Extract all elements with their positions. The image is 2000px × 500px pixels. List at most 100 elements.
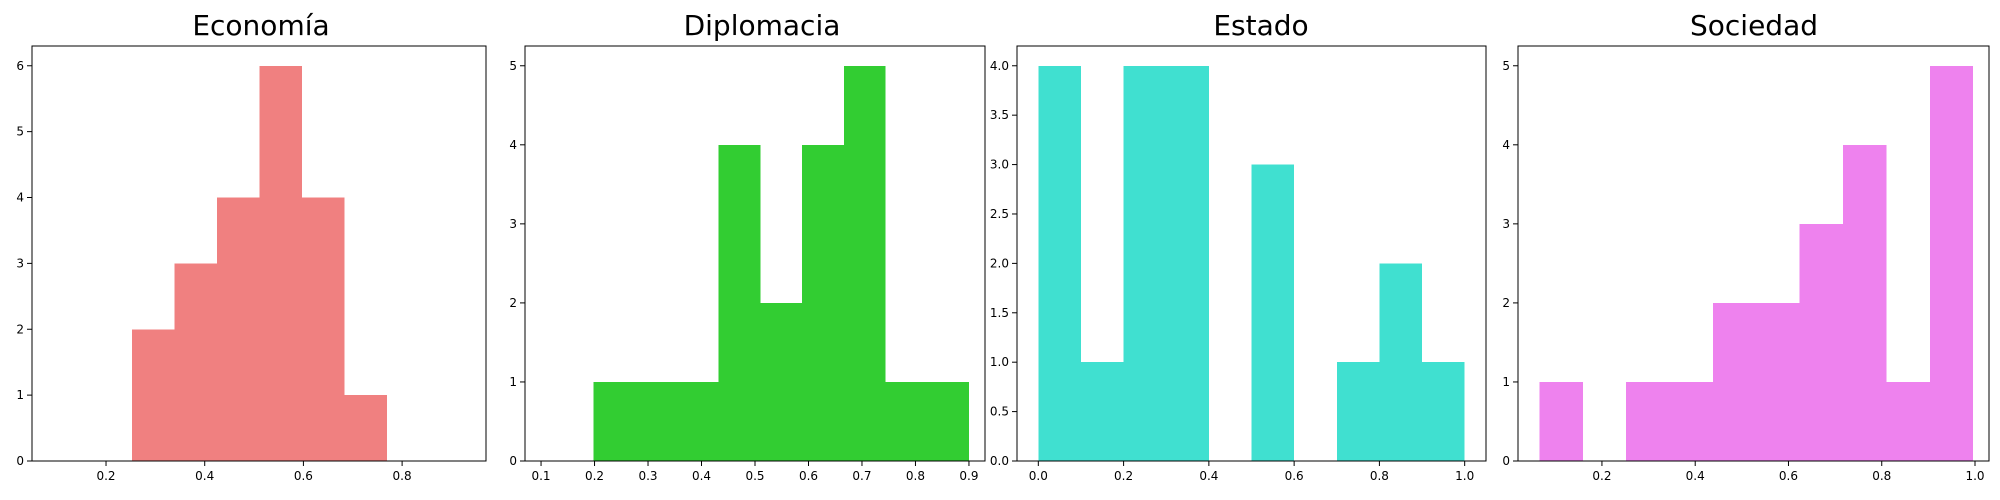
y-tick-label: 3: [1502, 217, 1510, 231]
histogram-bar-1: [174, 263, 218, 461]
y-tick-label: 4: [16, 191, 24, 205]
histogram-bar-3: [1669, 381, 1713, 461]
histogram-bar-2: [1626, 381, 1670, 461]
histogram-bar-4: [1712, 302, 1757, 461]
plot-area: 0.2 0.4 0.6 0.8 1.0 0 1 2 3 4 5: [1502, 45, 1990, 483]
x-tick-label: 0.4: [692, 469, 711, 483]
x-tick-label: 1.0: [1455, 469, 1474, 483]
panel-title: Sociedad: [1690, 9, 1818, 42]
plot-area: 0.2 0.4 0.6 0.8 0 1 2 3 4 5 6: [16, 45, 487, 483]
x-tick-label: 0.1: [531, 469, 550, 483]
y-tick-label: 0.5: [990, 405, 1009, 419]
y-tick-label: 5: [1502, 59, 1510, 73]
y-tick-label: 3.0: [990, 158, 1009, 172]
y-tick-label: 3.5: [990, 108, 1009, 122]
plot-area: 0.1 0.2 0.3 0.4 0.5 0.6 0.7 0.8 0.9 0 1 2 3 4 5: [509, 45, 986, 483]
panel-economia: Economía 0.2 0.4 0.6 0.8 0 1 2 3 4 5 6: [16, 9, 487, 483]
histogram-bar-7: [885, 381, 928, 461]
x-tick-label: 0.4: [195, 469, 214, 483]
histogram-bar-2: [217, 197, 260, 461]
x-tick-label: 0.2: [1592, 469, 1611, 483]
x-tick-label: 0.6: [1779, 469, 1798, 483]
y-tick-label: 5: [509, 59, 517, 73]
y-tick-label: 0: [509, 454, 517, 468]
y-tick-label: 4: [1502, 138, 1510, 152]
y-tick-label: 0: [1502, 454, 1510, 468]
y-tick-label: 2: [16, 322, 24, 336]
x-tick-label: 0.4: [1686, 469, 1705, 483]
histogram-bar-0: [1539, 381, 1583, 461]
y-tick-label: 2: [1502, 296, 1510, 310]
histogram-bar-3: [1166, 65, 1209, 461]
x-tick-label: 0.8: [1370, 469, 1389, 483]
panel-estado: Estado 0.0 0.2 0.4 0.6 0.8 1.0 0.0 0.5 1.0 1.5 2.0…: [990, 9, 1487, 483]
axes-frame: [1016, 45, 1487, 462]
histogram-bar-0: [1038, 65, 1081, 461]
histogram-bar-6: [1799, 223, 1844, 461]
histogram-bar-9: [1422, 362, 1465, 461]
histogram-bar-8: [1379, 263, 1423, 461]
y-tick-label: 2.5: [990, 207, 1009, 221]
x-tick-label: 0.4: [1199, 469, 1218, 483]
y-tick-label: 1: [16, 388, 24, 402]
axes-frame: [1517, 45, 1990, 462]
histogram-bar-5: [344, 395, 387, 461]
x-tick-label: 0.9: [959, 469, 978, 483]
x-tick-label: 0.7: [852, 469, 871, 483]
histogram-bar-3: [259, 65, 302, 461]
histogram-bar-2: [1123, 65, 1167, 461]
x-tick-label: 0.5: [745, 469, 764, 483]
y-tick-label: 3: [16, 256, 24, 270]
x-tick-label: 0.2: [585, 469, 604, 483]
axes-frame: [31, 45, 487, 462]
histogram-bar-5: [1756, 302, 1800, 461]
histogram-bar-1: [635, 381, 677, 461]
x-tick-label: 0.8: [906, 469, 925, 483]
y-tick-label: 2.0: [990, 256, 1009, 270]
panel-diplomacia: Diplomacia 0.1 0.2 0.3 0.4 0.5 0.6 0.7 0.8 0.9 0 1…: [509, 9, 986, 483]
y-tick-label: 4.0: [990, 59, 1009, 73]
y-tick-label: 1.5: [990, 306, 1009, 320]
x-tick-label: 0.2: [96, 469, 115, 483]
histogram-bar-7: [1336, 362, 1380, 461]
x-tick-label: 0.6: [799, 469, 818, 483]
histogram-bar-2: [676, 381, 719, 461]
panel-title: Economía: [192, 9, 329, 42]
histogram-bar-5: [802, 144, 844, 461]
histogram-bar-4: [760, 302, 803, 461]
panel-title: Estado: [1213, 9, 1308, 42]
histogram-bar-7: [1843, 144, 1887, 461]
histogram-bar-9: [1929, 65, 1974, 461]
histogram-bar-3: [718, 144, 761, 461]
x-tick-label: 0.3: [638, 469, 657, 483]
histogram-bar-1: [1080, 362, 1124, 461]
histogram-bar-6: [843, 65, 886, 461]
x-tick-label: 0.8: [1872, 469, 1891, 483]
x-tick-label: 0.0: [1029, 469, 1048, 483]
x-tick-label: 0.2: [1114, 469, 1133, 483]
histogram-bar-8: [927, 381, 969, 461]
y-tick-label: 6: [16, 59, 24, 73]
y-tick-label: 1: [1502, 375, 1510, 389]
histogram-bar-4: [301, 197, 345, 461]
y-tick-label: 2: [509, 296, 517, 310]
y-tick-label: 5: [16, 125, 24, 139]
y-tick-label: 3: [509, 217, 517, 231]
panel-title: Diplomacia: [684, 9, 841, 42]
y-tick-label: 0.0: [990, 454, 1009, 468]
histogram-bar-8: [1886, 381, 1930, 461]
y-tick-label: 0: [16, 454, 24, 468]
histogram-bar-5: [1251, 164, 1295, 461]
histogram-bar-0: [593, 381, 636, 461]
y-tick-label: 1: [509, 375, 517, 389]
x-tick-label: 0.6: [294, 469, 313, 483]
x-tick-label: 0.6: [1285, 469, 1304, 483]
x-tick-label: 0.8: [393, 469, 412, 483]
x-tick-label: 1.0: [1965, 469, 1984, 483]
y-tick-label: 4: [509, 138, 517, 152]
panel-sociedad: Sociedad 0.2 0.4 0.6 0.8 1.0 0 1 2 3 4 5: [1502, 9, 1990, 483]
histogram-bar-0: [132, 329, 175, 461]
y-tick-label: 1.0: [990, 355, 1009, 369]
plot-area: 0.0 0.2 0.4 0.6 0.8 1.0 0.0 0.5 1.0 1.5 2.0 2.5 3.0 3…: [990, 45, 1487, 483]
